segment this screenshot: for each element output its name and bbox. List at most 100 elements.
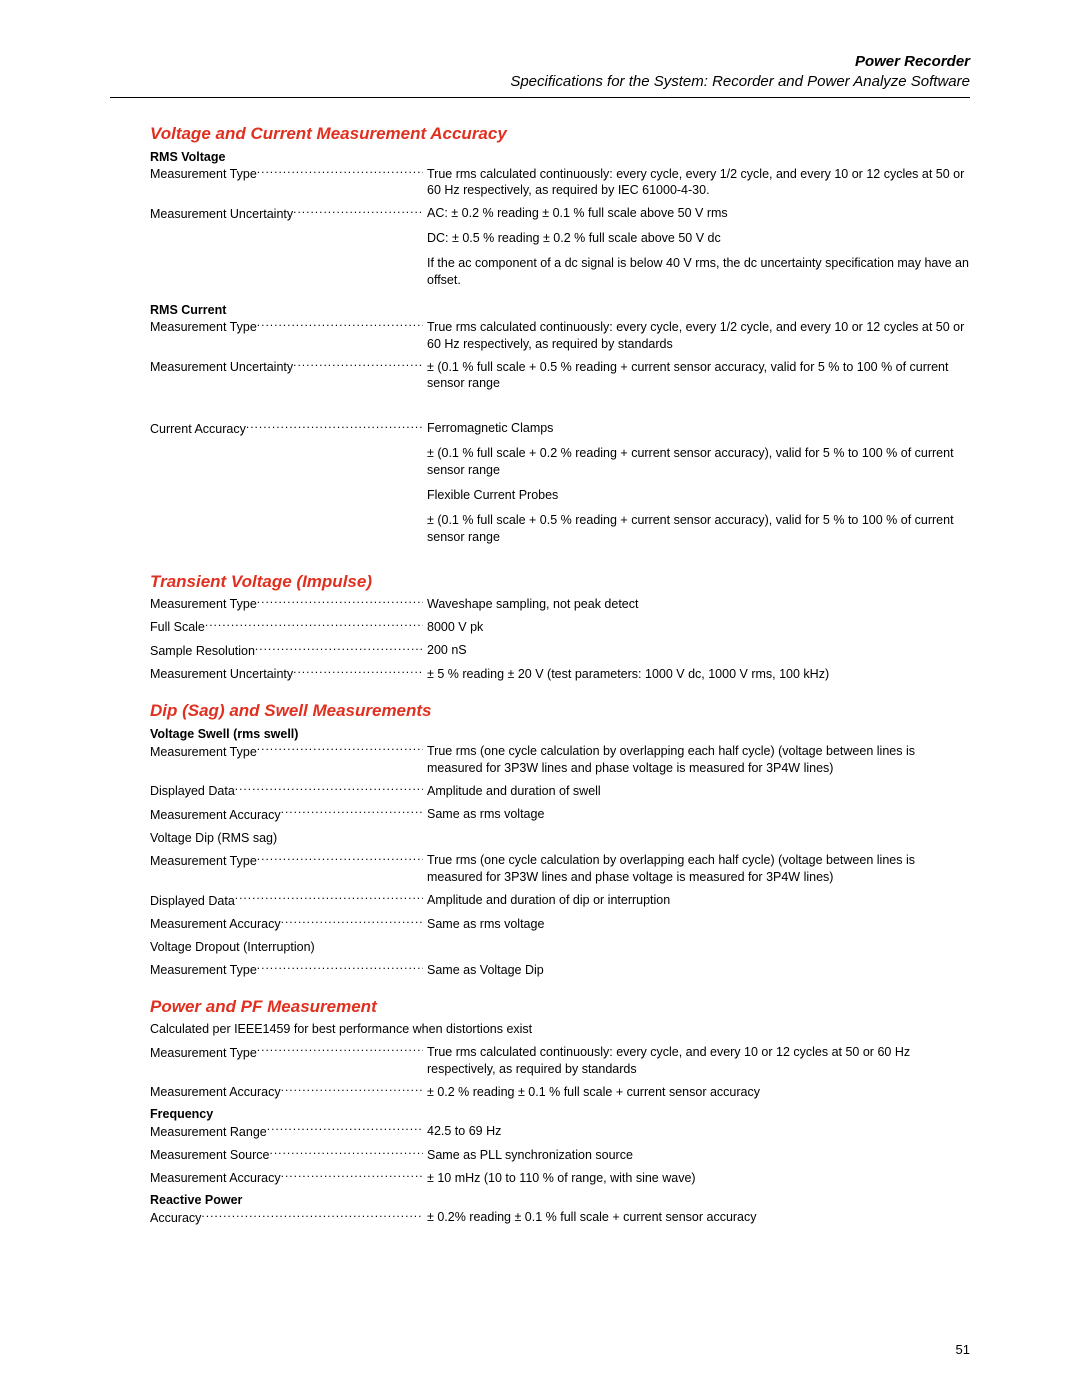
spec-label-col: Accuracy	[150, 1209, 423, 1226]
spec-value-col: 200 nS	[423, 642, 970, 659]
spec-row: Measurement Uncertainty± (0.1 % full sca…	[150, 359, 970, 393]
dot-leader	[293, 666, 423, 679]
spec-value: Same as PLL synchronization source	[427, 1147, 970, 1164]
spec-value: True rms calculated continuously: every …	[427, 319, 970, 353]
header-title: Power Recorder	[110, 52, 970, 72]
section-title: Power and PF Measurement	[150, 997, 970, 1017]
spec-value: Amplitude and duration of dip or interru…	[427, 892, 970, 909]
spec-value-col: Ferromagnetic Clamps± (0.1 % full scale …	[423, 420, 970, 553]
spec-value-col: Amplitude and duration of swell	[423, 783, 970, 800]
spec-label-col: Measurement Uncertainty	[150, 205, 423, 222]
dot-leader	[281, 916, 423, 929]
spec-label: Measurement Type	[150, 744, 257, 761]
dot-leader	[270, 1147, 423, 1160]
spec-label: Sample Resolution	[150, 643, 255, 660]
dot-leader	[235, 783, 423, 796]
spec-label-col: Displayed Data	[150, 783, 423, 800]
spec-label-col: Measurement Accuracy	[150, 806, 423, 823]
section-title: Transient Voltage (Impulse)	[150, 572, 970, 592]
spec-label-col: Measurement Range	[150, 1123, 423, 1140]
spec-label-col: Displayed Data	[150, 892, 423, 909]
spec-row: Measurement UncertaintyAC: ± 0.2 % readi…	[150, 205, 970, 297]
spec-label: Measurement Accuracy	[150, 916, 281, 933]
note-row: Voltage Dip (RMS sag)	[150, 830, 970, 847]
spec-label-col: Measurement Type	[150, 1044, 423, 1061]
spec-value-col: 42.5 to 69 Hz	[423, 1123, 970, 1140]
subsection-head: RMS Voltage	[150, 150, 970, 164]
dot-leader	[205, 619, 423, 632]
spec-row: Measurement Uncertainty± 5 % reading ± 2…	[150, 666, 970, 683]
spec-value-col: Same as rms voltage	[423, 806, 970, 823]
dot-leader	[257, 743, 423, 756]
content: Voltage and Current Measurement Accuracy…	[110, 124, 970, 1227]
section-title: Voltage and Current Measurement Accuracy	[150, 124, 970, 144]
dot-leader	[257, 596, 423, 609]
subsection-head: Frequency	[150, 1107, 970, 1121]
dot-leader	[281, 1084, 423, 1097]
spec-label-col: Measurement Accuracy	[150, 916, 423, 933]
spec-label-col: Measurement Accuracy	[150, 1170, 423, 1187]
spacer	[150, 398, 970, 418]
spec-row: Measurement Accuracy± 10 mHz (10 to 110 …	[150, 1170, 970, 1187]
spec-row: Sample Resolution 200 nS	[150, 642, 970, 659]
spec-label: Displayed Data	[150, 893, 235, 910]
spec-label-col: Measurement Type	[150, 319, 423, 336]
spec-value: ± (0.1 % full scale + 0.2 % reading + cu…	[427, 445, 970, 479]
spec-value-col: ± 10 mHz (10 to 110 % of range, with sin…	[423, 1170, 970, 1187]
dot-leader	[257, 319, 423, 332]
spec-value: True rms calculated continuously: every …	[427, 1044, 970, 1078]
spec-value: Waveshape sampling, not peak detect	[427, 596, 970, 613]
spec-value: True rms (one cycle calculation by overl…	[427, 743, 970, 777]
dot-leader	[267, 1123, 423, 1136]
spec-label-col: Measurement Type	[150, 962, 423, 979]
spec-row: Measurement Accuracy± 0.2 % reading ± 0.…	[150, 1084, 970, 1101]
spec-row: Measurement SourceSame as PLL synchroniz…	[150, 1147, 970, 1164]
spec-value-col: Same as rms voltage	[423, 916, 970, 933]
spec-label: Measurement Type	[150, 853, 257, 870]
spec-label: Accuracy	[150, 1210, 201, 1227]
spec-label-col: Measurement Accuracy	[150, 1084, 423, 1101]
spec-label-col: Measurement Type	[150, 166, 423, 183]
subsection-head: Reactive Power	[150, 1193, 970, 1207]
spec-row: Measurement Range42.5 to 69 Hz	[150, 1123, 970, 1140]
spec-label: Full Scale	[150, 619, 205, 636]
spec-label: Current Accuracy	[150, 421, 246, 438]
spec-value-col: Same as PLL synchronization source	[423, 1147, 970, 1164]
spec-value: Amplitude and duration of swell	[427, 783, 970, 800]
dot-leader	[201, 1209, 423, 1222]
dot-leader	[293, 205, 423, 218]
dot-leader	[257, 1044, 423, 1057]
dot-leader	[257, 852, 423, 865]
spec-label-col: Measurement Type	[150, 743, 423, 760]
spec-value: 42.5 to 69 Hz	[427, 1123, 970, 1140]
page-number: 51	[956, 1342, 970, 1357]
spec-label: Measurement Uncertainty	[150, 206, 293, 223]
spec-value-col: ± (0.1 % full scale + 0.5 % reading + cu…	[423, 359, 970, 393]
spec-value-col: 8000 V pk	[423, 619, 970, 636]
spec-value: Same as rms voltage	[427, 916, 970, 933]
header-rule	[110, 97, 970, 98]
dot-leader	[281, 806, 423, 819]
header-subtitle: Specifications for the System: Recorder …	[110, 72, 970, 92]
spec-value: 8000 V pk	[427, 619, 970, 636]
spec-label-col: Measurement Source	[150, 1147, 423, 1164]
dot-leader	[246, 420, 423, 433]
dot-leader	[235, 892, 423, 905]
spec-row: Measurement TypeSame as Voltage Dip	[150, 962, 970, 979]
spec-label-col: Measurement Uncertainty	[150, 666, 423, 683]
spec-value: ± (0.1 % full scale + 0.5 % reading + cu…	[427, 512, 970, 546]
spec-value: 200 nS	[427, 642, 970, 659]
spec-label: Measurement Type	[150, 962, 257, 979]
spec-label-col: Measurement Type	[150, 596, 423, 613]
spec-value-col: ± 0.2% reading ± 0.1 % full scale + curr…	[423, 1209, 970, 1226]
subsection-head: Voltage Swell (rms swell)	[150, 727, 970, 741]
dot-leader	[281, 1170, 423, 1183]
spec-value-col: ± 0.2 % reading ± 0.1 % full scale + cur…	[423, 1084, 970, 1101]
spec-value-col: True rms calculated continuously: every …	[423, 166, 970, 200]
spec-label: Measurement Type	[150, 1045, 257, 1062]
spec-label-col: Current Accuracy	[150, 420, 423, 437]
spec-value: If the ac component of a dc signal is be…	[427, 255, 970, 289]
spec-row: Measurement Type True rms (one cycle calc…	[150, 743, 970, 777]
spec-row: Accuracy ± 0.2% reading ± 0.1 % full scal…	[150, 1209, 970, 1226]
dot-leader	[255, 642, 423, 655]
